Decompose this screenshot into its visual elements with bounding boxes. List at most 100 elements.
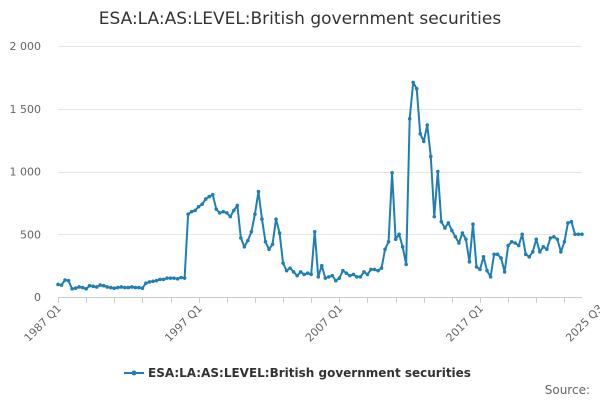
data-point[interactable] — [168, 276, 173, 280]
data-point[interactable] — [182, 276, 187, 280]
data-point[interactable] — [108, 285, 113, 290]
data-point[interactable] — [506, 243, 510, 248]
data-point[interactable] — [56, 282, 60, 287]
data-point[interactable] — [538, 250, 542, 254]
data-point[interactable] — [154, 278, 159, 283]
data-point[interactable] — [390, 170, 394, 175]
data-point[interactable] — [548, 236, 553, 240]
data-point[interactable] — [527, 255, 532, 259]
data-point[interactable] — [312, 229, 317, 234]
data-point[interactable] — [246, 238, 250, 243]
data-point[interactable] — [105, 285, 110, 289]
data-point[interactable] — [446, 221, 451, 225]
data-point[interactable] — [436, 169, 440, 174]
data-point[interactable] — [365, 272, 370, 277]
data-point[interactable] — [330, 273, 335, 278]
data-point[interactable] — [443, 226, 447, 230]
data-point[interactable] — [337, 276, 342, 280]
data-point[interactable] — [552, 234, 556, 239]
data-point[interactable] — [84, 287, 88, 291]
data-point[interactable] — [200, 202, 204, 206]
data-point[interactable] — [393, 237, 398, 242]
data-point[interactable] — [530, 250, 535, 254]
data-point[interactable] — [288, 266, 292, 270]
data-point[interactable] — [239, 236, 243, 240]
data-point[interactable] — [217, 211, 222, 215]
data-point[interactable] — [228, 214, 233, 219]
data-point[interactable] — [210, 192, 215, 197]
data-point[interactable] — [270, 242, 275, 247]
data-point[interactable] — [63, 278, 67, 282]
data-point[interactable] — [344, 271, 349, 275]
data-point[interactable] — [351, 272, 356, 277]
data-point[interactable] — [221, 209, 226, 214]
data-point[interactable] — [151, 279, 155, 284]
data-point[interactable] — [471, 222, 475, 227]
data-point[interactable] — [73, 286, 78, 291]
data-point[interactable] — [66, 278, 71, 283]
data-point[interactable] — [196, 204, 201, 209]
data-point[interactable] — [334, 278, 338, 283]
data-point[interactable] — [404, 262, 408, 267]
data-point[interactable] — [379, 266, 384, 270]
data-point[interactable] — [256, 189, 261, 194]
data-point[interactable] — [140, 286, 145, 291]
data-point[interactable] — [502, 270, 507, 274]
data-point[interactable] — [464, 237, 468, 242]
data-point[interactable] — [397, 232, 401, 237]
data-point[interactable] — [541, 245, 546, 249]
data-point[interactable] — [137, 285, 141, 290]
data-point[interactable] — [520, 232, 525, 237]
data-point[interactable] — [576, 232, 581, 237]
data-point[interactable] — [91, 284, 95, 289]
data-point[interactable] — [481, 255, 486, 259]
data-point[interactable] — [362, 270, 366, 274]
legend[interactable]: ESA:LA:AS:LEVEL:British government secur… — [124, 366, 471, 380]
data-point[interactable] — [123, 285, 127, 290]
data-point[interactable] — [467, 260, 472, 264]
data-point[interactable] — [562, 239, 567, 244]
data-point[interactable] — [189, 209, 194, 214]
data-point[interactable] — [326, 275, 331, 279]
data-point[interactable] — [319, 263, 324, 268]
data-point[interactable] — [302, 272, 306, 277]
data-point[interactable] — [295, 273, 299, 278]
data-point[interactable] — [193, 208, 197, 213]
data-point[interactable] — [414, 86, 419, 91]
data-point[interactable] — [175, 277, 180, 281]
data-point[interactable] — [263, 239, 268, 244]
data-point[interactable] — [316, 275, 321, 279]
data-point[interactable] — [450, 228, 454, 233]
data-point[interactable] — [144, 281, 148, 285]
data-point[interactable] — [284, 268, 289, 273]
data-point[interactable] — [372, 267, 377, 272]
data-point[interactable] — [569, 219, 574, 224]
data-point[interactable] — [281, 261, 285, 265]
data-point[interactable] — [478, 267, 482, 272]
data-point[interactable] — [87, 283, 92, 288]
data-point[interactable] — [523, 252, 528, 257]
data-point[interactable] — [432, 214, 437, 219]
data-point[interactable] — [386, 239, 391, 244]
data-point[interactable] — [474, 265, 479, 269]
data-point[interactable] — [358, 275, 363, 279]
data-point[interactable] — [165, 276, 169, 280]
data-point[interactable] — [126, 285, 131, 290]
data-point[interactable] — [513, 241, 517, 245]
data-point[interactable] — [112, 286, 117, 291]
data-point[interactable] — [580, 232, 584, 237]
data-point[interactable] — [70, 287, 74, 291]
data-point[interactable] — [407, 116, 412, 121]
data-point[interactable] — [101, 283, 106, 288]
data-point[interactable] — [376, 268, 380, 273]
data-point[interactable] — [186, 212, 190, 216]
data-point[interactable] — [119, 285, 124, 289]
data-point[interactable] — [172, 276, 176, 280]
data-point[interactable] — [457, 241, 461, 245]
data-point[interactable] — [242, 245, 247, 249]
data-point[interactable] — [355, 275, 359, 279]
data-point[interactable] — [267, 247, 271, 252]
data-point[interactable] — [274, 217, 278, 221]
data-point[interactable] — [80, 285, 85, 290]
data-point[interactable] — [453, 234, 458, 239]
